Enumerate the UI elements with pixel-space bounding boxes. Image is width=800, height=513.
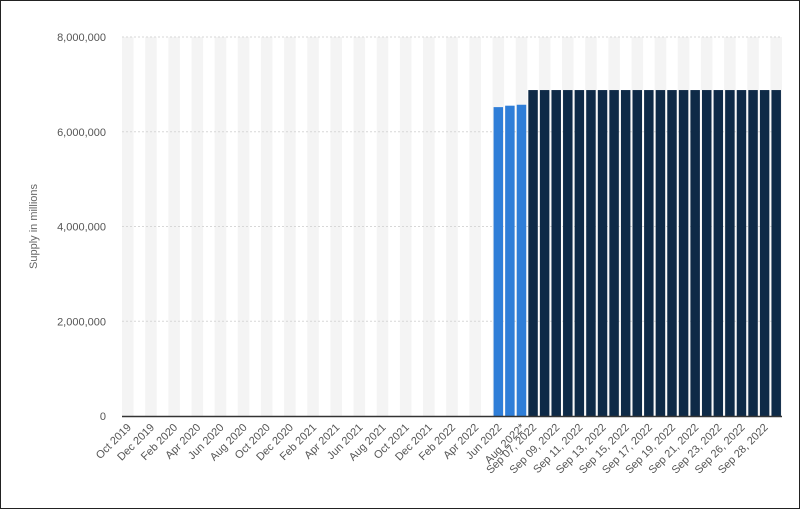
- category-band: [307, 37, 319, 416]
- category-band: [423, 37, 435, 416]
- bar[interactable]: [597, 90, 608, 416]
- bar[interactable]: [678, 90, 689, 416]
- category-band: [330, 37, 342, 416]
- category-band: [399, 37, 412, 416]
- y-tick-label: 4,000,000: [57, 222, 106, 234]
- bar[interactable]: [493, 107, 504, 417]
- bar[interactable]: [725, 90, 735, 416]
- bar[interactable]: [701, 90, 712, 416]
- bar[interactable]: [713, 90, 724, 416]
- bar[interactable]: [528, 90, 538, 416]
- category-band: [214, 37, 227, 416]
- bar[interactable]: [748, 90, 758, 416]
- bar[interactable]: [632, 90, 643, 416]
- bar[interactable]: [574, 90, 585, 416]
- bar[interactable]: [586, 90, 596, 416]
- y-tick-label: 6,000,000: [57, 127, 106, 139]
- y-tick-label: 0: [100, 411, 106, 423]
- bar[interactable]: [516, 104, 527, 416]
- bar[interactable]: [609, 90, 619, 416]
- bar[interactable]: [771, 90, 781, 416]
- bar[interactable]: [759, 90, 770, 416]
- bar[interactable]: [505, 105, 515, 416]
- y-tick-label: 8,000,000: [57, 32, 106, 44]
- bar[interactable]: [655, 90, 666, 416]
- bar[interactable]: [644, 90, 654, 416]
- bars: [493, 90, 781, 417]
- category-band: [191, 37, 204, 416]
- y-tick-labels: 0 2,000,000 4,000,000 6,000,000 8,000,000: [57, 32, 106, 423]
- category-band: [284, 37, 296, 416]
- bar[interactable]: [551, 90, 561, 416]
- bar[interactable]: [539, 90, 550, 416]
- gridlines: [122, 36, 782, 322]
- bar[interactable]: [667, 90, 677, 416]
- y-tick-label: 2,000,000: [57, 316, 106, 328]
- y-axis-title: Supply in millions: [28, 184, 40, 269]
- bar[interactable]: [736, 90, 747, 416]
- bar[interactable]: [690, 90, 700, 416]
- bar[interactable]: [620, 90, 631, 416]
- category-band: [446, 37, 458, 416]
- bar[interactable]: [563, 90, 573, 416]
